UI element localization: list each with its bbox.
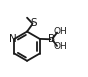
Text: S: S <box>31 18 37 28</box>
Text: B: B <box>48 34 55 44</box>
Text: OH: OH <box>53 27 67 36</box>
Text: OH: OH <box>53 42 67 51</box>
Text: N: N <box>9 33 17 44</box>
